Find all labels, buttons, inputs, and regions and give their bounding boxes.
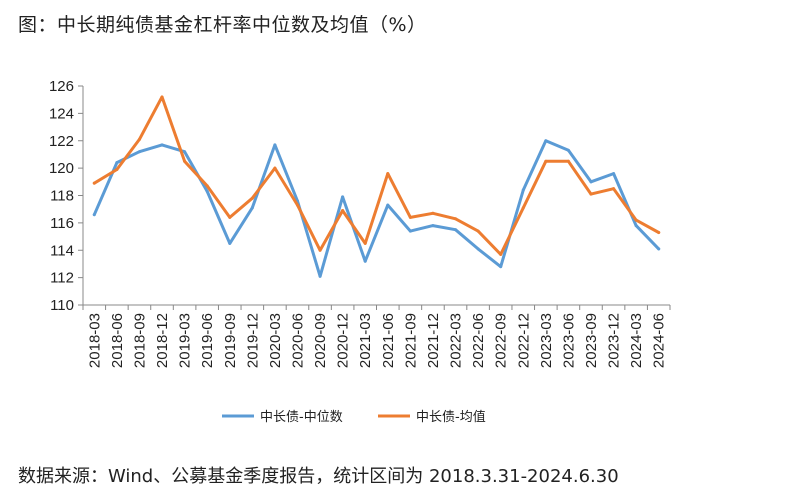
chart-title: 图：中长期纯债基金杠杆率中位数及均值（%） [18,14,427,36]
data-point-mean [431,211,435,215]
x-tick-label: 2019-12 [244,313,261,368]
x-tick-label: 2021-06 [380,313,397,368]
legend-label-mean: 中长债-均值 [416,409,486,425]
x-tick-label: 2023-03 [538,313,555,368]
x-tick-label: 2022-12 [515,313,532,368]
data-point-mean [341,209,345,213]
x-tick-label: 2024-06 [651,313,668,368]
x-tick-label: 2023-06 [560,313,577,368]
data-point-median [499,265,503,269]
y-tick-label: 124 [49,105,74,122]
data-point-mean [612,187,616,191]
data-point-mean [499,252,503,256]
data-point-mean [160,95,164,99]
x-tick-label: 2020-09 [312,313,329,368]
x-tick-label: 2021-12 [425,313,442,368]
y-tick-label: 122 [49,133,74,150]
data-point-mean [92,181,96,185]
data-point-median [431,224,435,228]
series-lines [92,95,661,278]
y-tick-label: 110 [50,297,74,314]
x-tick-label: 2019-06 [199,313,216,368]
y-tick-label: 126 [49,78,74,95]
x-tick-label: 2022-06 [470,313,487,368]
data-point-median [589,180,593,184]
x-tick-label: 2019-09 [222,313,239,368]
data-point-mean [454,217,458,221]
data-point-mean [657,230,661,234]
x-tick-label: 2019-03 [177,313,194,368]
data-point-median [273,143,277,147]
data-source-note: 数据来源：Wind、公募基金季度报告，统计区间为 2018.3.31-2024.… [18,466,619,487]
y-tick-label: 114 [50,242,74,259]
data-point-mean [205,184,209,188]
data-point-mean [521,206,525,210]
series-line-median [92,139,661,278]
data-point-mean [228,215,232,219]
series-line-mean [92,95,661,256]
data-point-median [318,274,322,278]
x-tick-label: 2020-12 [335,313,352,368]
data-point-mean [250,196,254,200]
data-point-median [476,247,480,251]
data-point-median [544,139,548,143]
x-tick-label: 2018-12 [154,313,171,368]
data-point-mean [566,159,570,163]
x-tick-label: 2018-03 [86,313,103,368]
y-tick-label: 118 [50,188,74,205]
data-point-median [454,228,458,232]
data-point-median [228,241,232,245]
x-tick-label: 2018-09 [131,313,148,368]
data-point-median [341,195,345,199]
data-point-median [612,172,616,176]
data-point-median [657,247,661,251]
x-tick-label: 2022-09 [493,313,510,368]
y-axis-ticks: 110 112 114 116 118 120 122 124 126 [49,78,83,314]
chart-legend: 中长债-中位数 中长债-均值 [222,409,486,425]
x-tick-label: 2022-03 [448,313,465,368]
data-point-mean [408,215,412,219]
x-tick-label: 2024-03 [628,313,645,368]
x-tick-label: 2023-12 [606,313,623,368]
data-point-mean [544,159,548,163]
data-point-mean [183,159,187,163]
x-tick-label: 2023-09 [583,313,600,368]
data-point-median [408,229,412,233]
data-point-mean [476,229,480,233]
data-point-median [205,189,209,193]
data-point-median [183,150,187,154]
data-point-mean [634,218,638,222]
data-point-median [137,150,141,154]
data-point-mean [386,172,390,176]
legend-label-median: 中长债-中位数 [260,410,343,425]
y-tick-label: 120 [49,160,74,177]
data-point-median [250,206,254,210]
data-point-median [386,203,390,207]
data-point-mean [363,241,367,245]
data-point-median [160,143,164,147]
x-tick-label: 2018-06 [109,313,126,368]
data-point-mean [589,192,593,196]
x-axis-ticks: 2018-03 2018-06 2018-09 2018-12 2019-03 2019-… [82,305,671,368]
data-point-mean [318,248,322,252]
data-point-median [566,148,570,152]
data-point-median [634,224,638,228]
data-point-mean [273,166,277,170]
x-tick-label: 2021-03 [357,313,374,368]
data-point-median [92,213,96,217]
data-point-median [363,259,367,263]
x-tick-label: 2020-06 [289,313,306,368]
data-point-median [521,188,525,192]
data-point-mean [137,137,141,141]
y-tick-label: 116 [50,215,74,232]
x-tick-label: 2020-03 [267,313,284,368]
data-point-mean [115,167,119,171]
data-point-median [115,161,119,165]
x-tick-label: 2021-09 [402,313,419,368]
y-tick-label: 112 [50,270,74,287]
data-point-mean [295,203,299,207]
